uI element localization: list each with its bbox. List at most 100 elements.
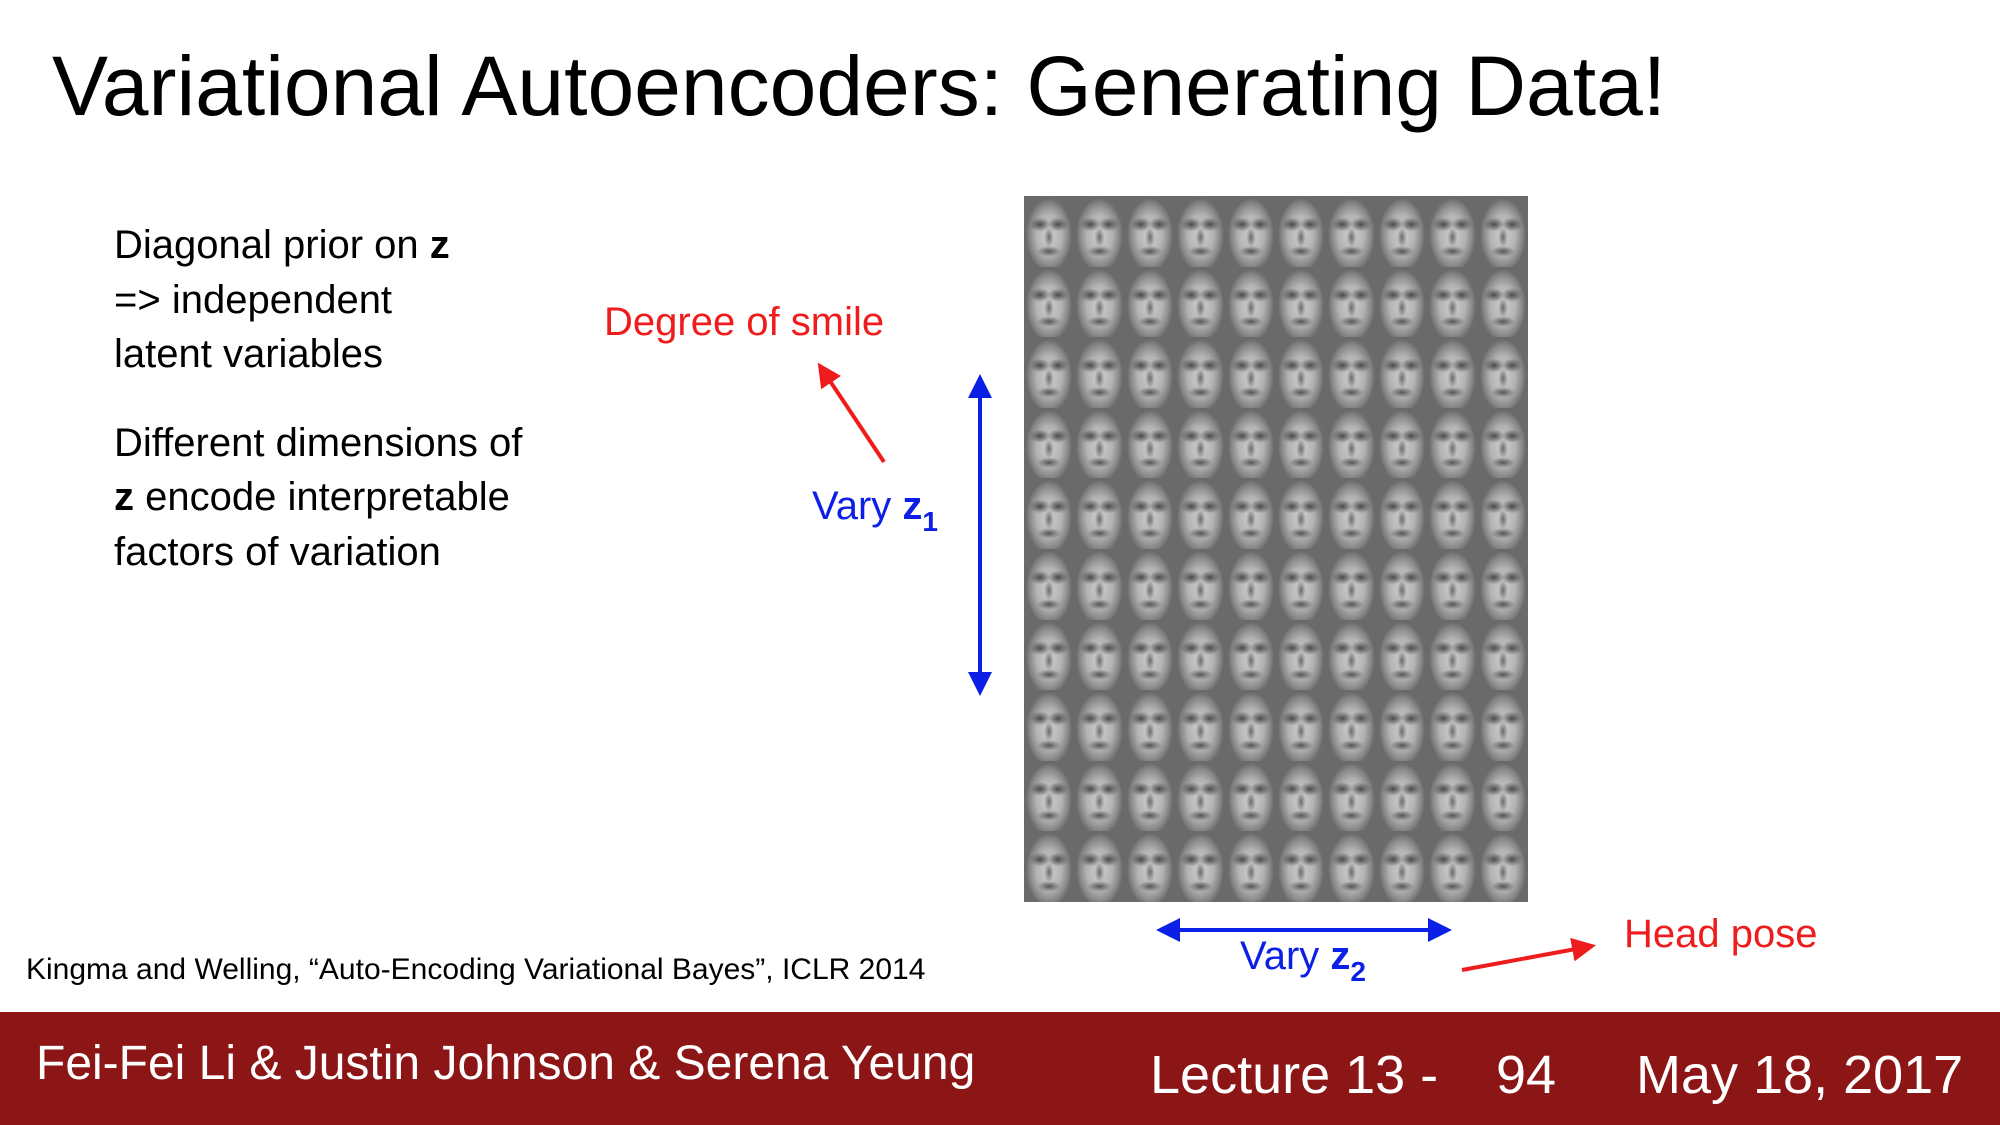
face-thumbnail [1477,760,1528,832]
face-thumbnail [1074,266,1125,338]
face-thumbnail [1326,196,1377,267]
face-thumbnail [1024,478,1075,549]
degree-of-smile-label: Degree of smile [604,300,885,344]
face-thumbnail [1276,337,1327,408]
bullet-text: Diagonal prior on z => independent laten… [114,218,534,613]
vary-z1-subscript: 1 [922,506,938,537]
face-thumbnail [1376,760,1428,832]
face-thumbnail [1376,619,1428,691]
vary-z2-variable: z [1330,934,1351,978]
vary-z2-text: Vary [1240,934,1331,978]
face-thumbnail [1225,407,1276,479]
face-thumbnail [1477,266,1528,338]
face-thumbnail [1074,760,1125,832]
face-thumbnail [1124,266,1176,338]
face-thumbnail [1074,831,1125,902]
face-thumbnail [1276,619,1327,691]
face-thumbnail [1175,690,1226,761]
face-thumbnail [1024,548,1075,620]
face-thumbnail [1124,760,1176,832]
face-thumbnail [1225,196,1276,267]
face-thumbnail [1276,196,1327,267]
face-thumbnail [1326,760,1377,832]
face-thumbnail [1427,619,1478,691]
slide-title: Variational Autoencoders: Generating Dat… [52,39,1667,133]
face-thumbnail [1175,196,1226,267]
face-thumbnail [1427,548,1478,620]
face-thumbnail [1074,690,1125,761]
face-thumbnail [1376,478,1428,549]
face-thumbnail [1074,548,1125,620]
generated-faces-grid [1024,196,1528,902]
face-thumbnail [1376,337,1428,408]
face-thumbnail [1326,266,1377,338]
face-thumbnail [1225,831,1276,902]
face-thumbnail [1477,548,1528,620]
bullet-1-continuation: => independent latent variables [114,277,393,377]
face-thumbnail [1477,619,1528,691]
citation: Kingma and Welling, “Auto-Encoding Varia… [26,953,926,986]
face-thumbnail [1326,478,1377,549]
face-thumbnail [1024,337,1075,408]
face-thumbnail [1477,478,1528,549]
face-thumbnail [1276,831,1327,902]
face-thumbnail [1024,831,1075,902]
face-thumbnail [1276,760,1327,832]
face-thumbnail [1124,690,1176,761]
footer-authors: Fei-Fei Li & Justin Johnson & Serena Yeu… [36,1037,976,1090]
footer-lecture: Lecture 13 - [1150,1045,1439,1105]
bullet-1-bold-z: z [429,223,450,267]
bullet-2-bold-z: z [114,475,134,519]
face-thumbnail [1124,478,1176,549]
face-thumbnail [1074,478,1125,549]
face-thumbnail [1024,407,1075,479]
vary-z2-subscript: 2 [1350,956,1366,987]
face-thumbnail [1175,407,1226,479]
bullet-2-continuation: encode interpretable factors of variatio… [114,475,510,574]
face-thumbnail [1276,690,1327,761]
footer-bar: Fei-Fei Li & Justin Johnson & Serena Yeu… [0,1012,2000,1125]
face-thumbnail [1427,760,1478,832]
face-thumbnail [1326,337,1377,408]
face-thumbnail [1326,407,1377,479]
face-thumbnail [1225,266,1276,338]
face-thumbnail [1124,619,1176,691]
face-thumbnail [1427,337,1478,408]
face-thumbnail [1477,407,1528,479]
face-thumbnail [1376,548,1428,620]
face-thumbnail [1074,619,1125,691]
face-thumbnail [1074,196,1125,267]
face-thumbnail [1276,548,1327,620]
face-thumbnail [1225,478,1276,549]
face-thumbnail [1427,266,1478,338]
face-thumbnail [1175,478,1226,549]
face-thumbnail [1225,548,1276,620]
face-thumbnail [1427,690,1478,761]
face-thumbnail [1427,196,1478,267]
face-thumbnail [1376,831,1428,902]
face-thumbnail [1225,337,1276,408]
face-thumbnail [1477,831,1528,902]
face-thumbnail [1477,337,1528,408]
face-thumbnail [1225,619,1276,691]
face-thumbnail [1376,407,1428,479]
face-thumbnail [1124,831,1176,902]
face-thumbnail [1024,266,1075,338]
face-thumbnail [1225,760,1276,832]
head-pose-label: Head pose [1624,912,1818,956]
bullet-2-text: Different dimensions of [114,420,523,465]
head-pose-arrow [1461,937,1596,972]
face-thumbnail [1477,196,1528,267]
face-thumbnail [1427,831,1478,902]
face-thumbnail [1326,619,1377,691]
face-thumbnail [1477,690,1528,761]
bullet-diagonal-prior: Diagonal prior on z => independent laten… [114,218,534,382]
face-thumbnail [1074,407,1125,479]
footer-date: May 18, 2017 [1636,1045,1964,1105]
face-thumbnail [1376,690,1428,761]
face-thumbnail [1175,831,1226,902]
bullet-1-text: Diagonal prior on [114,223,430,267]
face-thumbnail [1326,831,1377,902]
face-thumbnail [1124,548,1176,620]
